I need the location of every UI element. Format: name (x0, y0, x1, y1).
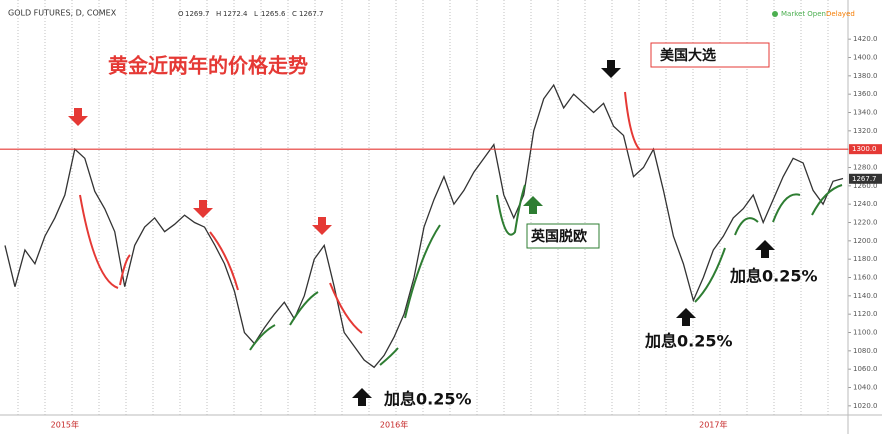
y-tick-label: 1100.0 (853, 329, 878, 337)
x-tick-label: 2017年 (699, 420, 727, 430)
delay-status: Delayed (826, 10, 855, 18)
y-tick-label: 1380.0 (853, 72, 878, 80)
annotation: 加息0.25% (383, 390, 472, 409)
down-arrow (193, 200, 213, 218)
annotation: 英国脱欧 (530, 228, 587, 245)
price-tag-label: 1300.0 (852, 145, 877, 153)
y-tick-label: 1140.0 (853, 292, 878, 300)
y-tick-label: 1340.0 (853, 109, 878, 117)
last-price-tag (849, 173, 882, 184)
ohlc-value: 1269.7 (185, 10, 210, 18)
y-tick-label: 1180.0 (853, 255, 878, 263)
price-tag (849, 144, 882, 155)
ohlc-value: 1267.7 (299, 10, 324, 18)
down-arrow (601, 60, 621, 78)
annotation-box (526, 223, 600, 249)
down-arrow (68, 108, 88, 126)
symbol: GOLD FUTURES, D, COMEX (8, 9, 117, 18)
y-tick-label: 1400.0 (853, 54, 878, 62)
up-arrow (755, 240, 775, 258)
ohlc-label: O (178, 10, 184, 18)
up-curve (694, 247, 726, 303)
up-arrow (523, 196, 543, 214)
x-tick-label: 2016年 (380, 420, 408, 430)
y-tick-label: 1120.0 (853, 310, 878, 318)
ohlc-value: 1265.6 (261, 10, 286, 18)
arrows (68, 60, 775, 406)
y-tick-label: 1320.0 (853, 127, 878, 135)
ohlc-label: C (292, 10, 297, 18)
y-tick-label: 1040.0 (853, 384, 878, 392)
plot: 1300.0 1267.7 (0, 83, 882, 369)
down-arrow (312, 217, 332, 235)
y-tick-label: 1420.0 (853, 35, 878, 43)
up-curve (811, 184, 843, 216)
up-curve (772, 193, 801, 223)
down-curve (119, 254, 131, 286)
y-tick-label: 1360.0 (853, 90, 878, 98)
up-arrow (676, 308, 696, 326)
y-tick-label: 1060.0 (853, 365, 878, 373)
grid: 1020.0 1040.0 1060.0 1080.0 1100.0 1120.0 1140… (17, 0, 878, 430)
annotation: 美国大选 (660, 47, 716, 64)
chart-title: 黄金近两年的价格走势 (108, 54, 308, 78)
y-tick-label: 1200.0 (853, 237, 878, 245)
down-curve (209, 231, 239, 291)
y-tick-label: 1240.0 (853, 200, 878, 208)
ohlc-readout: O 1269.7 H 1272.4 L 1265.6 C 1267.7 (178, 10, 324, 18)
ohlc-label: L (254, 10, 258, 18)
x-tick-label: 2015年 (51, 420, 79, 430)
annotation: 加息0.25% (729, 267, 818, 286)
price-line (4, 83, 844, 369)
down-curve (329, 282, 363, 334)
up-curve (404, 224, 441, 319)
up-curve (734, 217, 759, 236)
up-curve (496, 184, 526, 236)
last-price-label: 1267.7 (852, 175, 877, 183)
y-tick-label: 1220.0 (853, 219, 878, 227)
ohlc-value: 1272.4 (223, 10, 248, 18)
y-tick-label: 1160.0 (853, 274, 878, 282)
down-curve (79, 194, 119, 289)
y-tick-label: 1260.0 (853, 182, 878, 190)
up-curve (249, 324, 276, 351)
y-tick-label: 1280.0 (853, 164, 878, 172)
annotation-box (650, 42, 770, 68)
up-curve (289, 291, 319, 326)
y-tick-label: 1080.0 (853, 347, 878, 355)
up-arrow (352, 388, 372, 406)
market-status: Market Open (781, 10, 826, 18)
annotation: 加息0.25% (644, 332, 733, 351)
status-dot (772, 11, 778, 17)
trend-curves (79, 91, 843, 366)
y-tick-label: 1020.0 (853, 402, 878, 410)
up-curve (379, 347, 399, 366)
down-curve (624, 91, 641, 151)
ohlc-label: H (216, 10, 221, 18)
